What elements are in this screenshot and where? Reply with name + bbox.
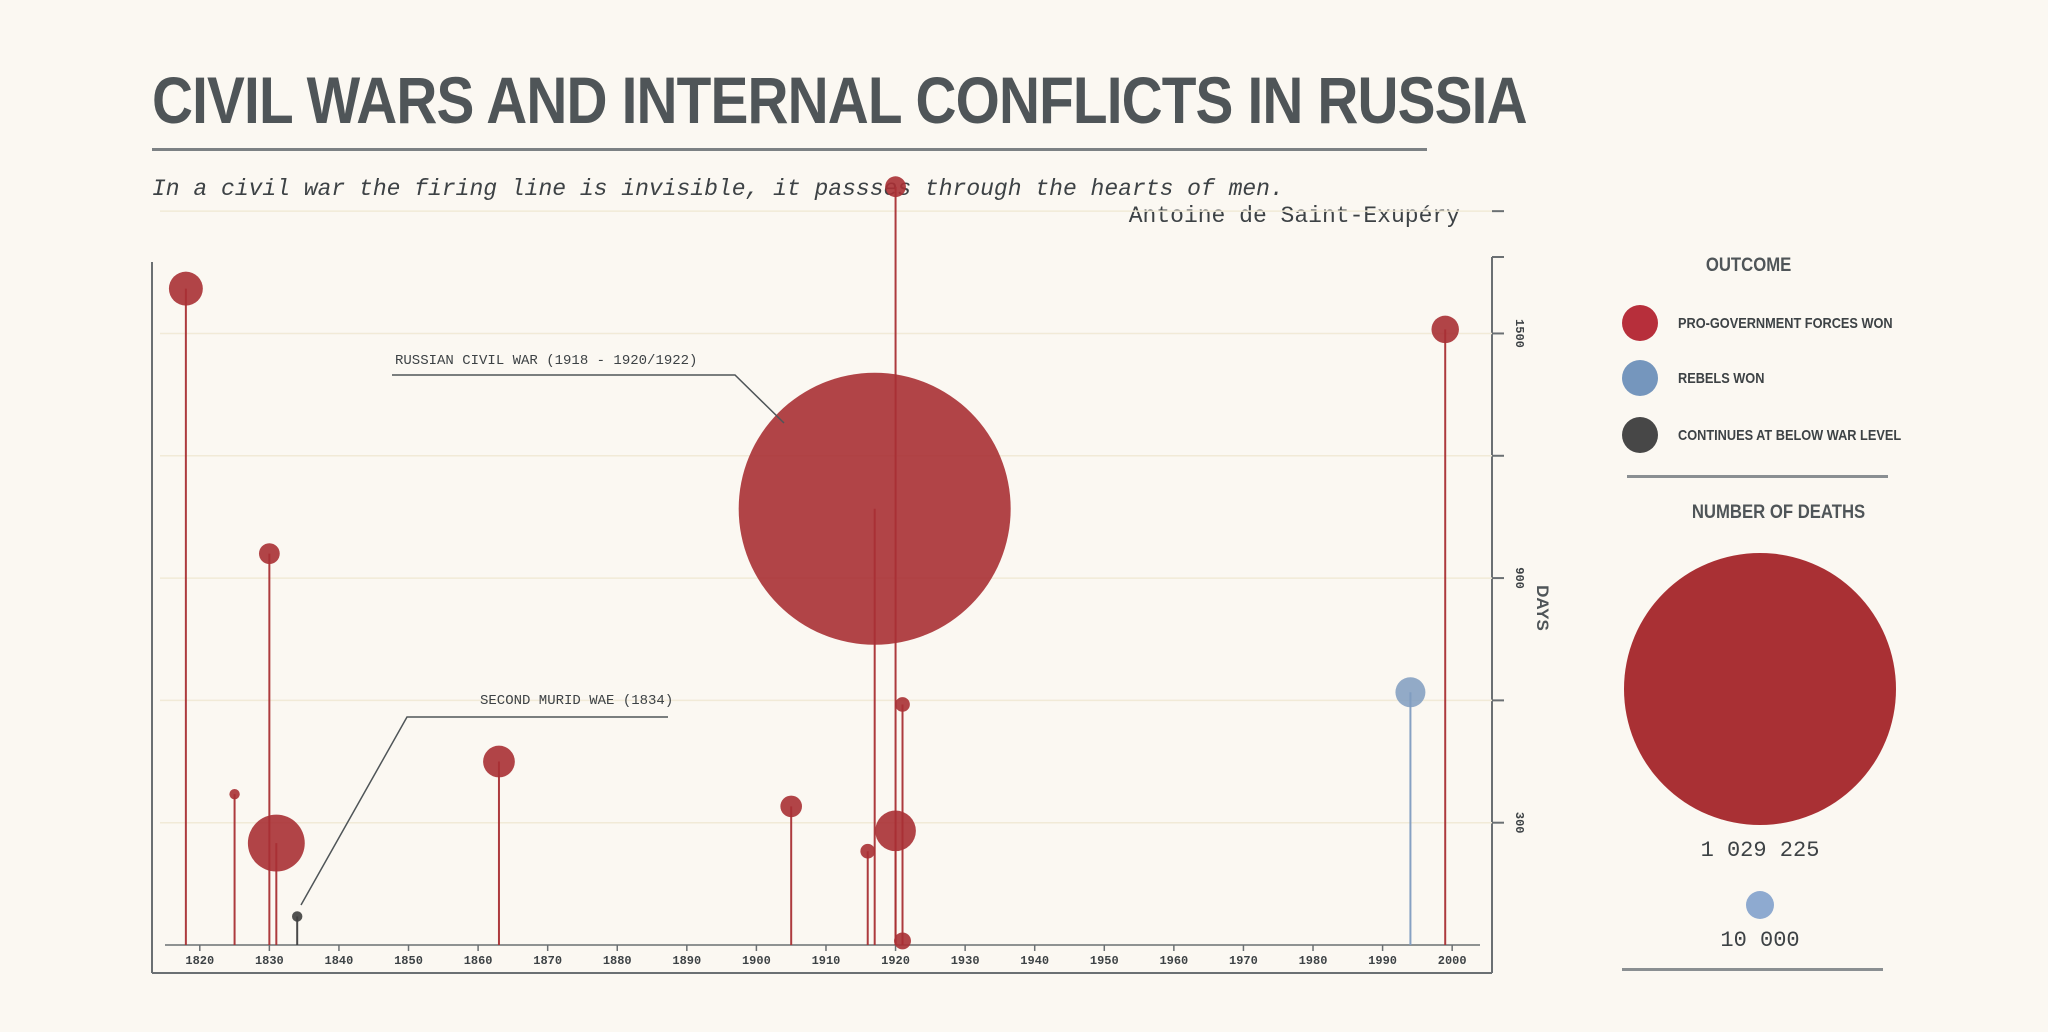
conflict-bubble: [895, 697, 910, 712]
legend-bottom-rule: [1622, 968, 1883, 971]
pro-government-dot-icon: [1622, 305, 1658, 341]
x-tick-label: 1910: [812, 954, 841, 968]
legend-item-pro-government: PRO-GOVERNMENT FORCES WON: [1622, 305, 1931, 341]
quote-author: Antoine de Saint-Exupéry: [1128, 203, 1460, 229]
legend-label-continues: CONTINUES AT BELOW WAR LEVEL: [1678, 426, 1902, 444]
conflict-bubble: [1431, 315, 1459, 344]
x-tick-label: 1830: [255, 954, 284, 968]
y-tick-label: 1500: [1512, 319, 1526, 348]
x-tick-label: 1920: [881, 954, 910, 968]
size-legend-large-value: 1 029 225: [1700, 838, 1820, 863]
legend-item-rebels: REBELS WON: [1622, 360, 1780, 396]
conflict-bubble: [780, 795, 802, 818]
x-tick-label: 1950: [1090, 954, 1119, 968]
page-title: CIVIL WARS AND INTERNAL CONFLICTS IN RUS…: [152, 63, 1528, 137]
legend-label-pro-government: PRO-GOVERNMENT FORCES WON: [1678, 314, 1893, 332]
conflict-bubble: [229, 788, 240, 800]
x-tick-label: 1970: [1229, 954, 1258, 968]
legend-divider: [1627, 475, 1888, 478]
y-axis-label: DAYS: [1533, 585, 1552, 631]
x-tick-label: 1900: [742, 954, 771, 968]
continues-dot-icon: [1622, 417, 1658, 453]
x-tick-label: 1980: [1299, 954, 1328, 968]
x-tick-label: 1870: [533, 954, 562, 968]
conflict-bubble: [247, 814, 305, 872]
legend-item-continues: CONTINUES AT BELOW WAR LEVEL: [1622, 417, 1941, 453]
x-tick-label: 1840: [325, 954, 354, 968]
conflict-bubble: [292, 911, 303, 922]
x-tick-label: 1850: [394, 954, 423, 968]
y-tick-label: 900: [1512, 567, 1526, 589]
annotation-russian-civil-war: RUSSIAN CIVIL WAR (1918 - 1920/1922): [395, 353, 697, 369]
conflict-bubble: [875, 810, 916, 852]
y-tick-label: 300: [1512, 812, 1526, 834]
size-legend-large-circle: [1624, 553, 1896, 825]
conflict-bubble: [1395, 677, 1426, 708]
x-tick-label: 1880: [603, 954, 632, 968]
conflict-bubble: [894, 932, 911, 950]
x-tick-label: 1960: [1159, 954, 1188, 968]
rebels-dot-icon: [1622, 360, 1658, 396]
x-tick-label: 1990: [1368, 954, 1397, 968]
x-tick-label: 1820: [185, 954, 214, 968]
size-legend-small-value: 10 000: [1720, 928, 1800, 953]
conflict-bubble: [483, 745, 515, 778]
callout-leader-line: [300, 716, 668, 906]
legend-label-rebels: REBELS WON: [1678, 369, 1765, 387]
conflict-bubble: [885, 176, 906, 198]
x-tick-label: 1940: [1020, 954, 1049, 968]
conflict-bubble: [860, 843, 876, 859]
conflict-bubble: [738, 372, 1011, 645]
x-tick-label: 1930: [951, 954, 980, 968]
callout-leader-line: [392, 374, 785, 424]
x-tick-label: 1860: [464, 954, 493, 968]
conflict-bubble: [258, 543, 280, 564]
legend-outcome-title: OUTCOME: [1705, 255, 1792, 276]
x-tick-label: 1890: [672, 954, 701, 968]
legend-deaths-title: NUMBER OF DEATHS: [1691, 502, 1866, 523]
x-tick-label: 2000: [1438, 954, 1467, 968]
annotation-second-murid-war: SECOND MURID WAE (1834): [480, 693, 673, 709]
quote-text: In a civil war the firing line is invisi…: [152, 176, 1284, 202]
conflict-bubble: [168, 271, 203, 306]
title-underline: [152, 148, 1427, 151]
size-legend-small-circle: [1746, 891, 1774, 919]
